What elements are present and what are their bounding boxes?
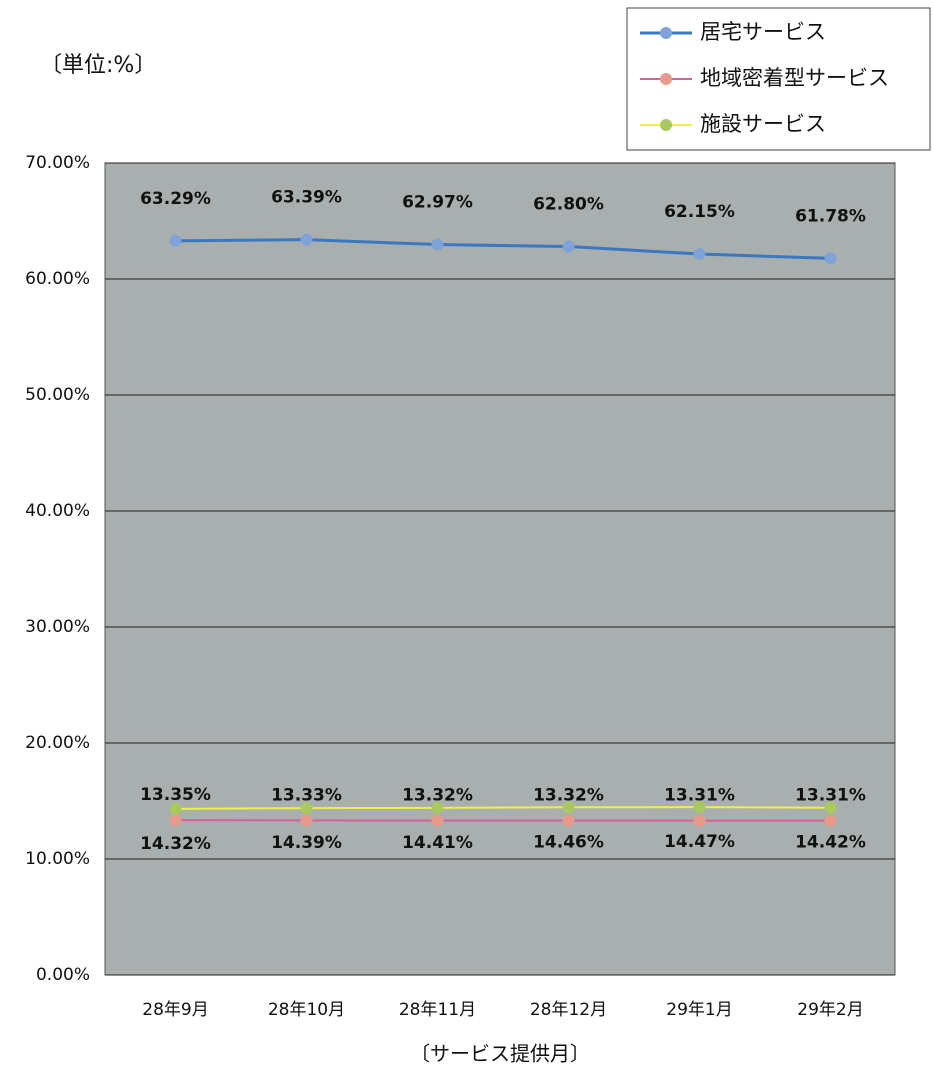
y-tick-label: 40.00% bbox=[25, 501, 90, 521]
x-tick-label: 28年11月 bbox=[399, 1000, 476, 1020]
point bbox=[693, 801, 706, 814]
point bbox=[824, 252, 837, 265]
data-label: 13.31% bbox=[795, 786, 866, 806]
point bbox=[169, 234, 182, 247]
data-label: 13.31% bbox=[664, 786, 735, 806]
y-tick-label: 50.00% bbox=[25, 385, 90, 405]
point bbox=[431, 814, 444, 827]
data-label: 62.15% bbox=[664, 202, 735, 222]
unit-label: 〔単位:%〕 bbox=[40, 53, 156, 78]
point bbox=[562, 240, 575, 253]
data-label: 14.41% bbox=[402, 833, 473, 853]
point bbox=[431, 801, 444, 814]
y-tick-label: 0.00% bbox=[36, 965, 90, 985]
point bbox=[693, 248, 706, 261]
x-tick-label: 29年2月 bbox=[797, 1000, 863, 1020]
legend-label: 施設サービス bbox=[700, 112, 826, 136]
data-label: 63.29% bbox=[140, 189, 211, 209]
point bbox=[562, 814, 575, 827]
data-label: 13.33% bbox=[271, 785, 342, 805]
data-label: 62.97% bbox=[402, 193, 473, 213]
data-label: 13.35% bbox=[140, 785, 211, 805]
legend-marker bbox=[660, 73, 672, 85]
data-label: 14.47% bbox=[664, 832, 735, 852]
y-tick-label: 20.00% bbox=[25, 733, 90, 753]
legend-label: 居宅サービス bbox=[700, 20, 826, 44]
legend-marker bbox=[660, 119, 672, 131]
series-line bbox=[175, 238, 831, 260]
x-axis-label: 〔サービス提供月〕 bbox=[410, 1042, 590, 1066]
point bbox=[300, 233, 313, 246]
point bbox=[824, 814, 837, 827]
x-tick-label: 29年1月 bbox=[666, 1000, 732, 1020]
data-label: 63.39% bbox=[271, 188, 342, 208]
point bbox=[169, 802, 182, 815]
data-label: 14.32% bbox=[140, 834, 211, 854]
data-label: 61.78% bbox=[795, 206, 866, 226]
point bbox=[300, 814, 313, 827]
data-label: 62.80% bbox=[533, 195, 604, 215]
x-tick-label: 28年12月 bbox=[530, 1000, 607, 1020]
x-tick-label: 28年9月 bbox=[142, 1000, 208, 1020]
series-line bbox=[175, 806, 831, 810]
point bbox=[300, 802, 313, 815]
point bbox=[169, 814, 182, 827]
y-tick-label: 70.00% bbox=[25, 153, 90, 173]
point bbox=[693, 814, 706, 827]
point bbox=[562, 801, 575, 814]
legend-marker bbox=[660, 27, 672, 39]
point bbox=[431, 238, 444, 251]
x-tick-label: 28年10月 bbox=[268, 1000, 345, 1020]
y-tick-label: 30.00% bbox=[25, 617, 90, 637]
data-label: 14.42% bbox=[795, 833, 866, 853]
plot-area bbox=[104, 162, 896, 976]
y-tick-label: 10.00% bbox=[25, 849, 90, 869]
data-label: 13.32% bbox=[533, 785, 604, 805]
legend-label: 地域密着型サービス bbox=[700, 66, 889, 90]
data-label: 13.32% bbox=[402, 785, 473, 805]
data-label: 14.46% bbox=[533, 832, 604, 852]
data-label: 14.39% bbox=[271, 833, 342, 853]
point bbox=[824, 801, 837, 814]
y-tick-label: 60.00% bbox=[25, 269, 90, 289]
